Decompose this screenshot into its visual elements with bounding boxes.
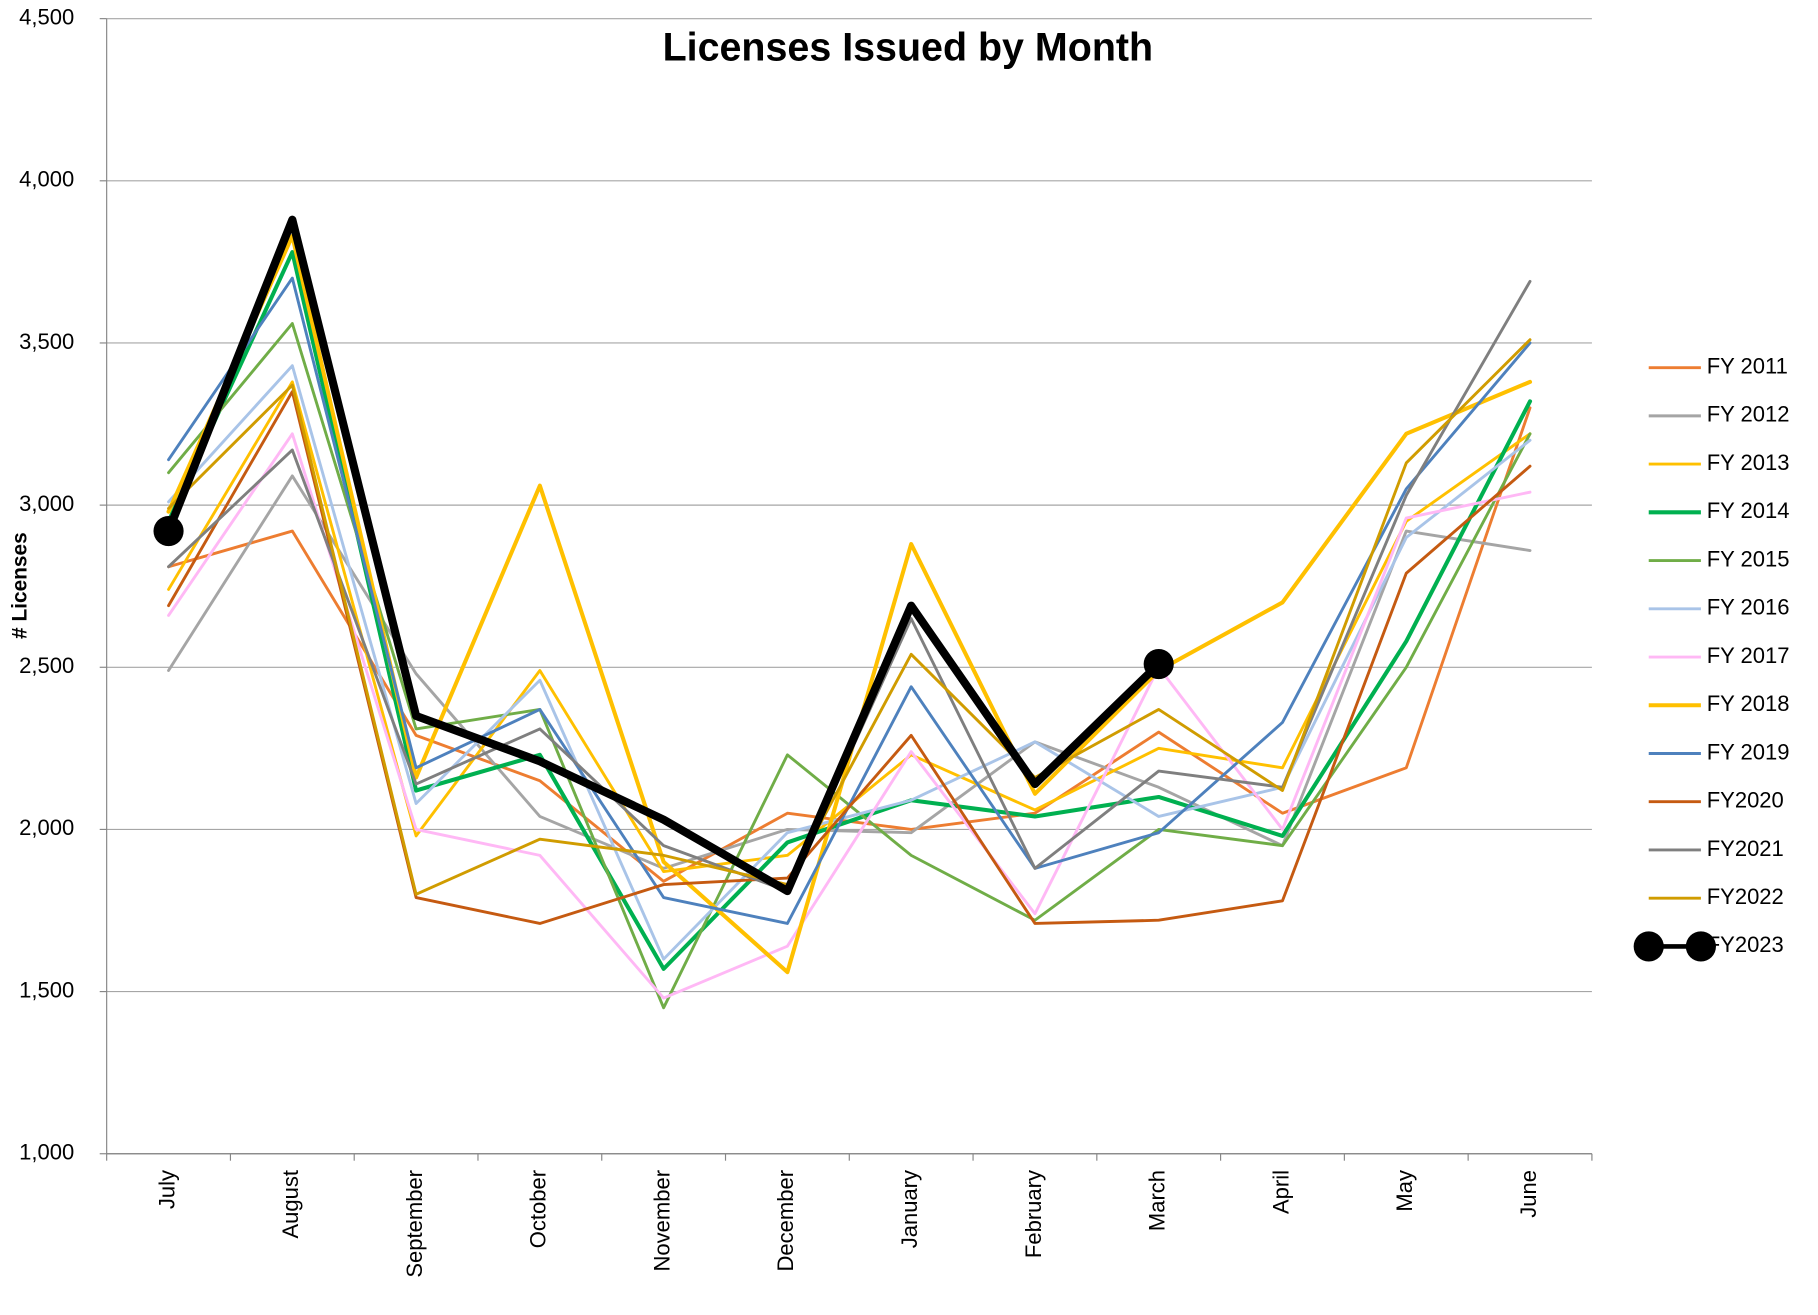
series-line — [167, 432, 1532, 1000]
legend-label: FY 2012 — [1707, 402, 1790, 427]
x-tick-label: June — [1516, 1170, 1541, 1218]
x-tick-label: August — [278, 1170, 303, 1239]
legend-label: FY 2015 — [1707, 546, 1790, 571]
x-tick-label: February — [1021, 1170, 1046, 1258]
series-line — [164, 215, 1163, 896]
legend-label: FY2020 — [1707, 788, 1784, 813]
legend-label: FY 2019 — [1707, 739, 1790, 764]
legend-label: FY 2011 — [1707, 353, 1788, 378]
legend-label: FY 2016 — [1707, 595, 1790, 620]
y-tick-label: 3,000 — [19, 491, 74, 516]
legend-marker — [1685, 931, 1716, 962]
legend-marker — [1633, 931, 1664, 962]
y-tick-label: 2,000 — [19, 815, 74, 840]
y-tick-label: 3,500 — [19, 329, 74, 354]
legend-label: FY 2014 — [1707, 498, 1790, 523]
legend-label: FY 2018 — [1707, 691, 1790, 716]
y-tick-label: 1,000 — [19, 1140, 74, 1165]
legend-label: FY2021 — [1707, 836, 1784, 861]
legend-label: FY2023 — [1707, 932, 1784, 957]
x-tick-label: March — [1145, 1170, 1170, 1231]
series-line — [167, 338, 1532, 896]
y-tick-label: 4,000 — [19, 167, 74, 192]
y-tick-label: 2,500 — [19, 653, 74, 678]
x-tick-label: May — [1392, 1170, 1417, 1212]
y-axis-label: # Licenses — [8, 532, 31, 639]
marker — [1143, 648, 1174, 680]
y-tick-label: 4,500 — [19, 4, 74, 29]
x-tick-label: December — [773, 1170, 798, 1272]
legend-label: FY2022 — [1707, 884, 1784, 909]
marker — [153, 515, 184, 547]
y-tick-label: 1,500 — [19, 977, 74, 1002]
x-tick-label: April — [1268, 1170, 1293, 1214]
legend-label: FY 2017 — [1707, 643, 1790, 668]
x-tick-label: January — [897, 1170, 922, 1248]
series-line — [166, 250, 1533, 971]
x-tick-label: November — [649, 1170, 674, 1272]
chart-title: Licenses Issued by Month — [663, 25, 1154, 69]
x-tick-label: September — [402, 1170, 427, 1278]
x-tick-label: October — [526, 1170, 551, 1248]
x-tick-label: July — [154, 1170, 179, 1209]
legend-label: FY 2013 — [1707, 450, 1790, 475]
